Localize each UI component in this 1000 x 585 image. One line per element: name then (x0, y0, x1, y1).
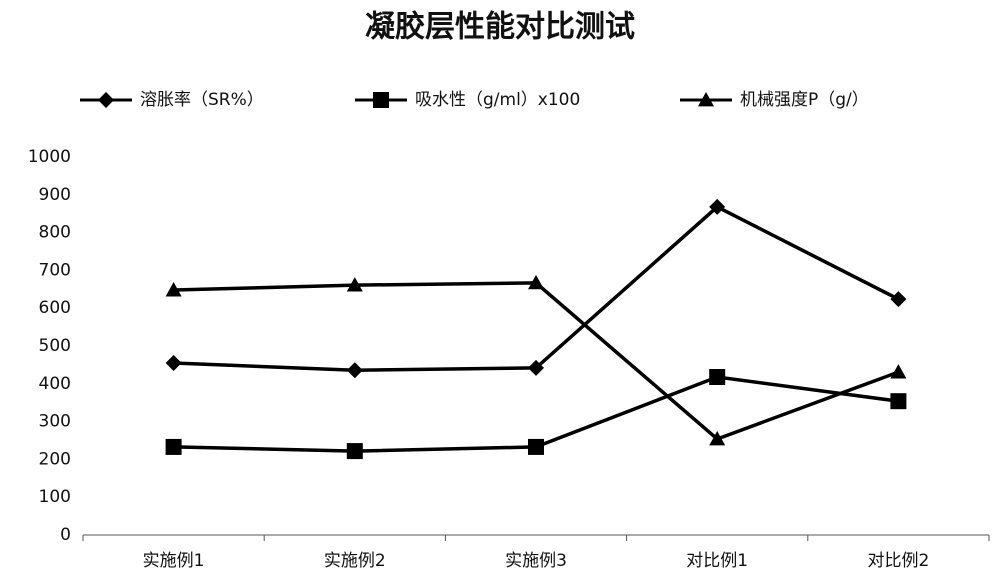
data-point (346, 277, 363, 292)
legend-marker (373, 92, 389, 108)
data-point (165, 438, 182, 455)
data-point (890, 393, 907, 410)
data-point (346, 443, 363, 460)
data-point (165, 355, 182, 372)
y-tick-label: 400 (39, 374, 71, 394)
data-point (528, 438, 544, 455)
legend-label: 机械强度P（g/） (740, 90, 869, 110)
x-tick-label: 对比例2 (867, 551, 929, 571)
legend-label: 溶胀率（SR%） (140, 90, 264, 110)
y-tick-label: 500 (39, 336, 71, 356)
data-point (346, 362, 363, 379)
y-tick-label: 900 (39, 185, 71, 205)
legend-marker (698, 92, 714, 107)
chart-title: 凝胶层性能对比测试 (365, 10, 635, 45)
y-tick-label: 1000 (28, 147, 71, 167)
x-tick-label: 对比例1 (686, 551, 748, 571)
data-point (890, 291, 907, 308)
y-tick-label: 600 (39, 298, 71, 318)
x-tick-label: 实施例1 (143, 551, 205, 571)
y-tick-label: 0 (60, 525, 71, 545)
legend-marker (98, 92, 114, 108)
x-tick-label: 实施例2 (324, 551, 386, 571)
y-tick-label: 700 (39, 260, 71, 280)
x-tick-label: 实施例3 (505, 551, 567, 571)
y-tick-label: 200 (39, 449, 71, 469)
data-point (890, 364, 907, 379)
data-point (528, 274, 544, 290)
y-tick-label: 100 (39, 487, 71, 507)
data-point (709, 198, 726, 215)
data-point (528, 359, 544, 376)
y-tick-label: 800 (39, 223, 71, 243)
y-tick-label: 300 (39, 412, 71, 432)
data-point (165, 282, 182, 297)
data-point (709, 430, 726, 446)
data-point (709, 368, 726, 385)
legend-label: 吸水性（g/ml）x100 (415, 90, 580, 110)
